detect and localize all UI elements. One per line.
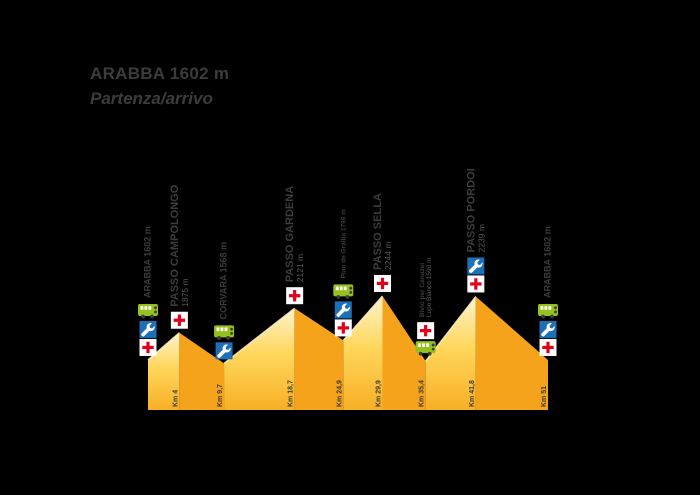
first-aid-cross-icon — [334, 319, 352, 337]
ascent-face — [343, 295, 383, 410]
point-label: PASSO SELLA — [372, 193, 384, 270]
first-aid-cross-icon — [467, 275, 485, 293]
page-subtitle: Partenza/arrivo — [90, 89, 213, 108]
point-label: ARABBA 1602 m — [543, 226, 553, 298]
point-elevation-label: 2121 m — [295, 254, 305, 282]
km-label: Km 24,9 — [336, 380, 343, 407]
ascent-face — [148, 332, 180, 410]
km-label: Km 9,7 — [217, 384, 224, 407]
shuttle-bus-icon — [138, 303, 158, 319]
first-aid-cross-icon — [170, 311, 188, 329]
ascent-face — [224, 308, 295, 410]
point-elevation-label: 1875 m — [180, 278, 190, 306]
point-label: Bivio per Canazei — [419, 263, 426, 317]
ascent-face — [425, 296, 476, 410]
point-label: Plan de Gralba 1798 m — [340, 209, 347, 279]
km-label: Km 35,4 — [419, 380, 426, 407]
first-aid-cross-icon — [374, 274, 392, 292]
first-aid-cross-icon — [539, 338, 557, 356]
point-label-line2: Lupo Bianco 1590 m — [426, 258, 433, 318]
shuttle-bus-icon — [415, 341, 436, 356]
first-aid-cross-icon — [417, 322, 435, 340]
point-label: CORVARA 1568 m — [219, 242, 229, 319]
km-label: Km 4 — [172, 390, 179, 407]
km-label: Km 18,7 — [288, 380, 295, 407]
first-aid-cross-icon — [286, 287, 304, 305]
descent-face — [382, 295, 426, 410]
title-block: ARABBA 1602 m Partenza/arrivo — [90, 64, 229, 109]
point-label: PASSO GARDENA — [284, 186, 296, 282]
wrench-icon — [467, 257, 485, 275]
shuttle-bus-icon — [538, 303, 558, 319]
descent-face — [179, 332, 225, 410]
wrench-icon — [139, 320, 157, 338]
shuttle-bus-icon — [333, 284, 354, 299]
ridge-highlight — [223, 307, 296, 364]
point-label: ARABBA 1602 m — [143, 226, 153, 298]
wrench-icon — [539, 320, 557, 338]
wrench-icon — [334, 301, 352, 319]
shuttle-bus-icon — [214, 325, 235, 340]
first-aid-cross-icon — [139, 338, 157, 356]
km-label: Km 41,8 — [469, 380, 476, 407]
point-label: PASSO PORDOI — [465, 168, 477, 252]
km-label: Km 29,9 — [376, 380, 383, 407]
descent-face — [294, 308, 344, 410]
page-title: ARABBA 1602 m — [90, 64, 230, 83]
descent-face — [475, 296, 548, 410]
point-elevation-label: 2239 m — [476, 224, 486, 252]
wrench-icon — [215, 342, 233, 360]
point-label: PASSO CAMPOLONGO — [169, 184, 181, 306]
km-label: Km 51 — [541, 386, 548, 407]
point-elevation-label: 2244 m — [383, 242, 393, 270]
